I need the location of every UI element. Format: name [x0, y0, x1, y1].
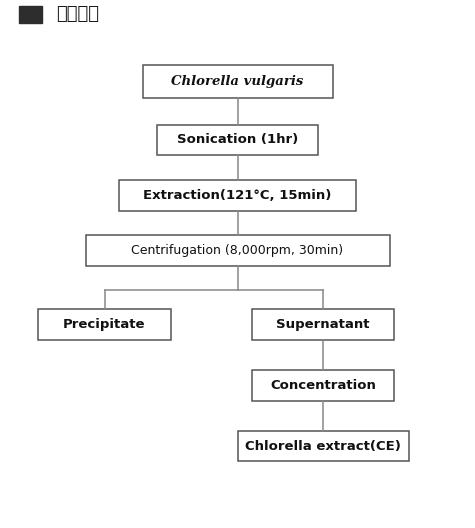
- Text: Sonication (1hr): Sonication (1hr): [177, 134, 298, 146]
- FancyBboxPatch shape: [252, 370, 394, 401]
- Text: Chlorella extract(CE): Chlorella extract(CE): [245, 440, 401, 452]
- Text: Extraction(121°C, 15min): Extraction(121°C, 15min): [143, 189, 332, 202]
- Bar: [19, 6, 42, 23]
- FancyBboxPatch shape: [142, 65, 332, 98]
- Text: Precipitate: Precipitate: [63, 318, 146, 331]
- Text: 케로렬라: 케로렬라: [56, 5, 99, 23]
- Text: Supernatant: Supernatant: [276, 318, 370, 331]
- FancyBboxPatch shape: [252, 309, 394, 340]
- FancyBboxPatch shape: [119, 180, 356, 211]
- FancyBboxPatch shape: [157, 125, 318, 155]
- FancyBboxPatch shape: [38, 309, 171, 340]
- FancyBboxPatch shape: [238, 431, 408, 461]
- Text: Chlorella vulgaris: Chlorella vulgaris: [171, 76, 304, 88]
- Text: Centrifugation (8,000rpm, 30min): Centrifugation (8,000rpm, 30min): [132, 244, 343, 257]
- Text: Concentration: Concentration: [270, 379, 376, 392]
- FancyBboxPatch shape: [86, 235, 389, 266]
